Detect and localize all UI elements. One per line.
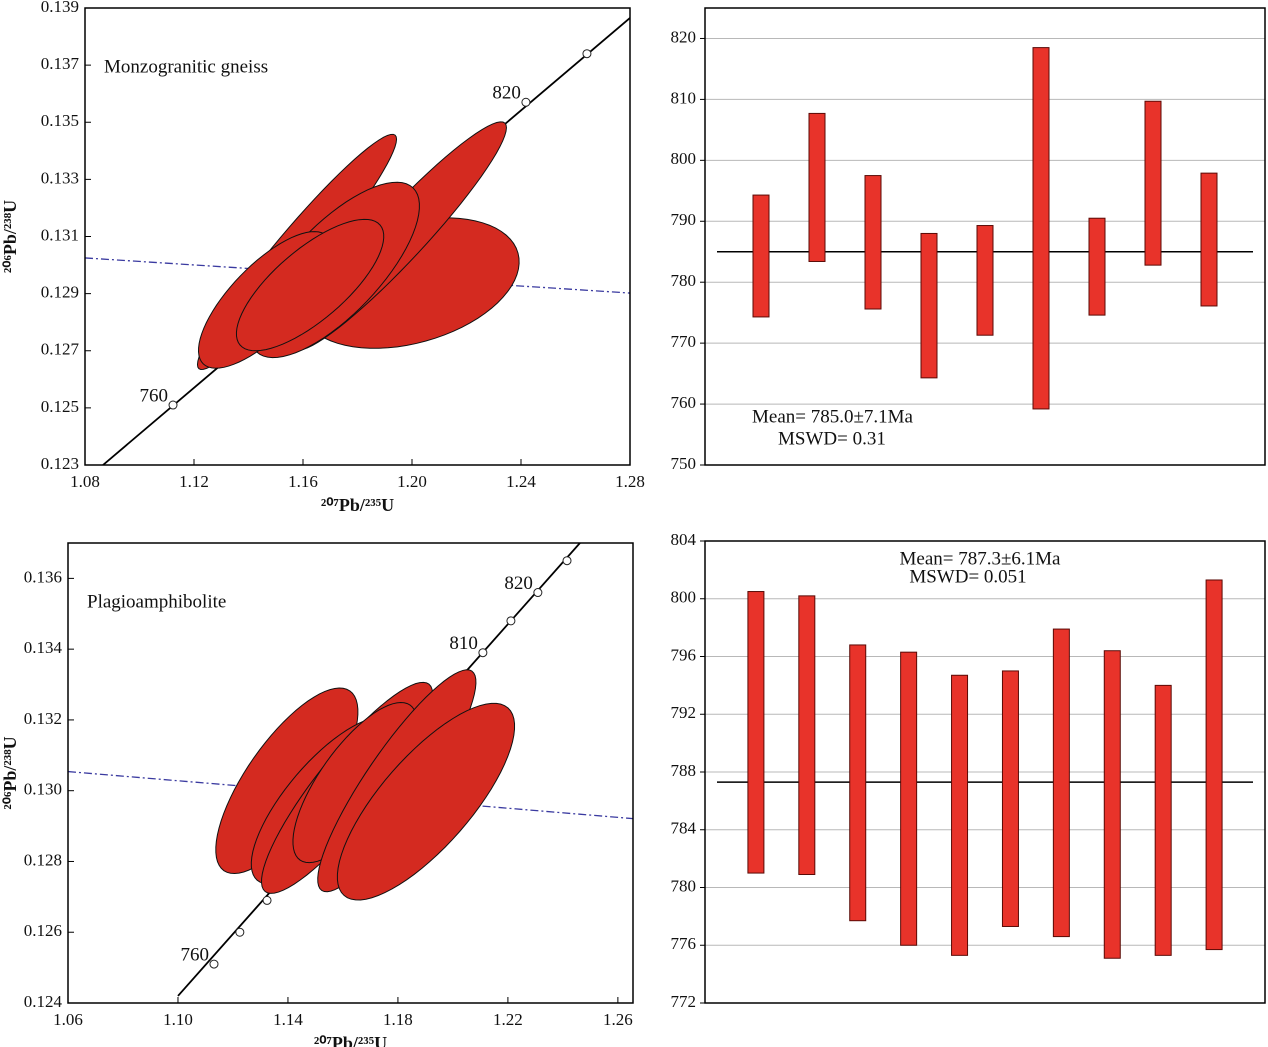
x-tick-label: 1.12 (179, 472, 209, 491)
x-tick-label: 1.08 (70, 472, 100, 491)
age-bar (849, 644, 867, 922)
age-marker (209, 959, 219, 969)
y-tick-label: 820 (671, 27, 697, 46)
y-tick-label: 800 (671, 149, 697, 168)
x-tick-label: 1.22 (493, 1010, 523, 1029)
age-bar (900, 651, 918, 946)
annotation: MSWD= 0.31 (778, 428, 886, 449)
age-label: 820 (492, 83, 521, 104)
x-tick-label: 1.18 (383, 1010, 413, 1029)
panel-title: Plagioamphibolite (87, 591, 226, 612)
y-tick-label: 0.130 (24, 780, 62, 799)
x-tick-label: 1.10 (163, 1010, 193, 1029)
annotation: Mean= 787.3±6.1Ma (900, 548, 1062, 569)
y-tick-label: 796 (671, 645, 697, 664)
x-tick-label: 1.24 (506, 472, 536, 491)
y-tick-label: 780 (671, 876, 697, 895)
plot-area (85, 17, 630, 465)
y-tick-label: 0.133 (41, 168, 79, 187)
x-tick-label: 1.14 (273, 1010, 303, 1029)
y-tick-label: 0.127 (41, 340, 80, 359)
plot-frame (704, 7, 1266, 466)
x-tick-label: 1.26 (603, 1010, 633, 1029)
y-tick-label: 772 (671, 992, 697, 1011)
age-marker (521, 97, 531, 107)
age-marker (478, 648, 488, 658)
y-tick-label: 0.137 (41, 54, 80, 73)
y-tick-label: 800 (671, 588, 697, 607)
y-tick-label: 0.124 (24, 992, 63, 1011)
y-tick-label: 770 (671, 332, 697, 351)
y-tick-label: 810 (671, 88, 697, 107)
plot-frame (67, 542, 634, 1004)
y-tick-label: 780 (671, 271, 697, 290)
age-bar (1205, 579, 1223, 951)
y-tick-label: 784 (671, 819, 697, 838)
age-bar (1032, 47, 1050, 410)
y-tick-label: 792 (671, 703, 697, 722)
y-tick-label: 0.132 (24, 709, 62, 728)
error-ellipse (235, 218, 385, 352)
age-bar (864, 175, 882, 310)
x-tick-label: 1.28 (615, 472, 645, 491)
age-label: 810 (449, 633, 478, 654)
y-tick-label: 0.128 (24, 850, 62, 869)
y-tick-label: 0.136 (24, 567, 62, 586)
x-tick-label: 1.16 (288, 472, 318, 491)
age-marker (168, 400, 178, 410)
y-tick-label: 0.123 (41, 454, 79, 473)
y-tick-label: 0.129 (41, 283, 79, 302)
x-tick-label: 1.20 (397, 472, 427, 491)
y-axis-label: ²⁰⁶Pb/²³⁸U (0, 736, 20, 809)
age-bar (752, 194, 770, 318)
x-axis-label: ²⁰⁷Pb/²³⁵U (314, 1033, 387, 1047)
x-tick-label: 1.06 (53, 1010, 83, 1029)
age-label: 820 (504, 573, 533, 594)
y-axis-label: ²⁰⁶Pb/²³⁸U (0, 200, 20, 273)
age-bar (1154, 684, 1172, 956)
plot-area (68, 543, 633, 997)
y-tick-label: 0.139 (41, 0, 79, 16)
age-bar (1001, 670, 1019, 927)
panel-title: Monzogranitic gneiss (104, 56, 268, 77)
age-bar (1103, 650, 1121, 959)
age-bar (798, 595, 816, 876)
age-marker (582, 49, 592, 59)
age-bar (1144, 100, 1162, 266)
x-axis-label: ²⁰⁷Pb/²³⁵U (321, 495, 394, 515)
age-marker (533, 588, 543, 598)
annotation: Mean= 785.0±7.1Ma (752, 406, 914, 427)
age-label: 760 (140, 385, 169, 406)
y-tick-label: 0.135 (41, 111, 79, 130)
annotation: MSWD= 0.051 (909, 566, 1026, 587)
age-bar (1052, 628, 1070, 938)
age-bar (951, 674, 969, 956)
age-label: 760 (180, 944, 209, 965)
age-bar (976, 225, 994, 336)
y-tick-label: 0.134 (24, 638, 63, 657)
error-ellipse (336, 702, 516, 901)
y-tick-label: 788 (671, 761, 697, 780)
age-bar (808, 112, 826, 262)
y-tick-label: 0.131 (41, 225, 79, 244)
age-bar (1200, 172, 1218, 307)
age-marker (562, 556, 572, 566)
y-tick-label: 0.126 (24, 921, 62, 940)
age-bar (920, 232, 938, 379)
y-tick-label: 760 (671, 393, 697, 412)
y-tick-label: 0.125 (41, 397, 79, 416)
plot-frame (704, 540, 1266, 1004)
age-marker (262, 895, 272, 905)
y-tick-label: 804 (671, 530, 697, 549)
y-tick-label: 776 (671, 934, 697, 953)
age-bar (747, 591, 765, 874)
age-bar (1088, 217, 1106, 316)
y-tick-label: 750 (671, 454, 697, 473)
age-marker (235, 927, 245, 937)
age-marker (506, 616, 516, 626)
y-tick-label: 790 (671, 210, 697, 229)
